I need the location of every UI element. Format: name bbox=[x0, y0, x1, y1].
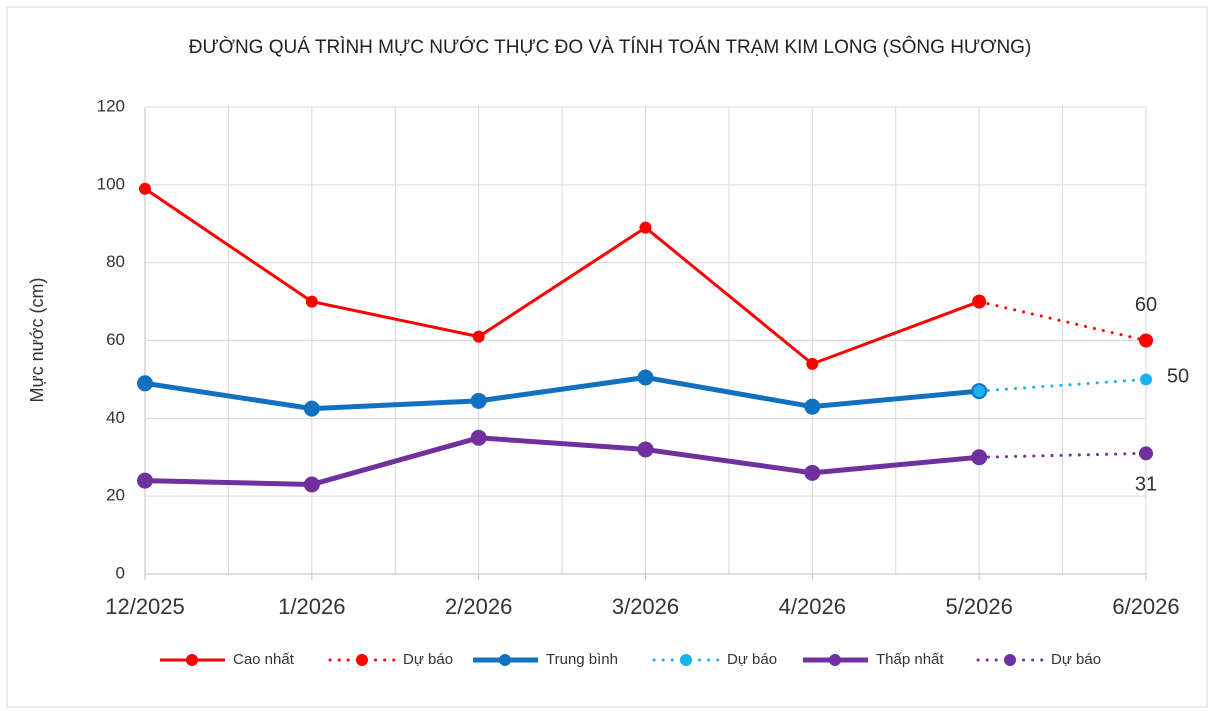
legend-label: Thấp nhất bbox=[876, 651, 944, 668]
series-line bbox=[977, 377, 1148, 393]
x-tick-label: 6/2026 bbox=[1112, 594, 1179, 619]
legend-label: Cao nhất bbox=[233, 651, 295, 668]
legend-marker bbox=[499, 654, 511, 666]
data-point bbox=[972, 450, 987, 465]
x-tick-label: 2/2026 bbox=[445, 594, 512, 619]
data-point bbox=[1139, 446, 1153, 461]
x-tick-label: 1/2026 bbox=[278, 594, 345, 619]
chart-frame bbox=[6, 6, 1208, 708]
data-point bbox=[137, 472, 153, 489]
legend-label: Trung bình bbox=[546, 651, 618, 668]
x-tick-label: 12/2025 bbox=[105, 594, 185, 619]
data-point bbox=[973, 385, 986, 398]
data-point bbox=[806, 357, 819, 370]
data-point bbox=[139, 182, 151, 195]
data-point bbox=[637, 441, 654, 458]
x-tick-label: 5/2026 bbox=[946, 594, 1013, 619]
data-point bbox=[303, 400, 320, 417]
data-point bbox=[637, 369, 654, 386]
legend-marker bbox=[829, 654, 841, 666]
legend-label: Dự báo bbox=[1051, 651, 1101, 668]
x-tick-label: 4/2026 bbox=[779, 594, 846, 619]
data-point bbox=[1140, 373, 1152, 386]
series-line bbox=[977, 300, 1148, 342]
data-point bbox=[470, 429, 487, 446]
legend-marker bbox=[680, 654, 692, 666]
data-point bbox=[804, 398, 821, 415]
y-tick-label: 20 bbox=[106, 486, 125, 505]
legend-marker bbox=[1004, 654, 1016, 666]
y-tick-label: 100 bbox=[97, 174, 125, 193]
data-label: 31 bbox=[1135, 474, 1157, 496]
data-point bbox=[137, 375, 153, 392]
data-point bbox=[804, 464, 821, 481]
legend-marker bbox=[356, 654, 368, 666]
y-tick-label: 80 bbox=[106, 252, 125, 271]
data-point bbox=[305, 295, 318, 308]
y-tick-label: 40 bbox=[106, 408, 125, 427]
series-line bbox=[144, 374, 980, 412]
data-point bbox=[972, 294, 987, 309]
y-tick-label: 60 bbox=[106, 330, 125, 349]
legend-marker bbox=[186, 654, 198, 666]
y-tick-label: 120 bbox=[97, 96, 125, 115]
chart-title: ĐƯỜNG QUÁ TRÌNH MỰC NƯỚC THỰC ĐO VÀ TÍNH… bbox=[188, 37, 1032, 58]
y-tick-label: 0 bbox=[116, 563, 125, 582]
data-label: 60 bbox=[1135, 294, 1157, 316]
data-label: 50 bbox=[1167, 366, 1189, 388]
y-axis-label: Mực nước (cm) bbox=[27, 278, 47, 403]
data-point bbox=[1139, 333, 1153, 348]
data-point bbox=[472, 330, 485, 343]
data-point bbox=[470, 392, 487, 409]
legend-label: Dự báo bbox=[727, 651, 777, 668]
legend-label: Dự báo bbox=[403, 651, 453, 668]
data-point bbox=[639, 221, 652, 234]
series-line bbox=[977, 451, 1148, 459]
series-line bbox=[144, 187, 980, 366]
data-point bbox=[303, 476, 320, 493]
x-tick-label: 3/2026 bbox=[612, 594, 679, 619]
series-line bbox=[144, 435, 980, 488]
